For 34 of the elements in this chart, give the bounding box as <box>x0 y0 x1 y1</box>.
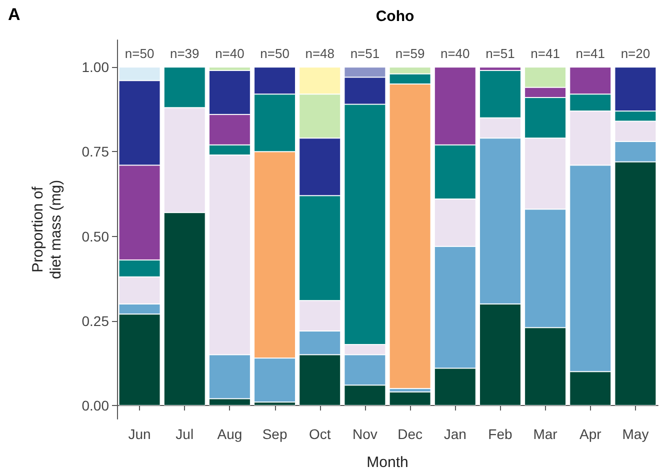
x-tick-label: Apr <box>579 426 602 442</box>
y-axis-title: Proportion of diet mass (mg) <box>30 180 64 280</box>
x-tick-label: May <box>622 426 649 442</box>
annotation: n=41 <box>530 46 560 62</box>
annotation: n=51 <box>350 46 380 62</box>
x-tick-label: Sep <box>262 426 288 442</box>
annotation: n=40 <box>440 46 470 62</box>
annotation: n=40 <box>215 46 244 62</box>
x-axis-title: Month <box>366 454 408 471</box>
y-tick-label: 1.00 <box>82 59 110 76</box>
bar <box>389 392 431 406</box>
x-tick-label: Feb <box>488 426 512 442</box>
annotation: n=59 <box>395 46 425 62</box>
annotation: n=50 <box>260 46 290 62</box>
x-tick-label: Aug <box>217 426 242 442</box>
y-tick-label: 0.00 <box>82 397 110 414</box>
x-tick-label: Mar <box>533 426 558 442</box>
x-tick-label: Dec <box>398 426 422 442</box>
x-tick-label: Jun <box>128 426 151 442</box>
y-tick-label: 0.25 <box>82 312 110 329</box>
x-tick-label: Jul <box>176 426 194 442</box>
x-tick-label: Nov <box>352 426 378 442</box>
annotation: n=48 <box>305 46 335 62</box>
x-tick-label: Jan <box>444 426 466 442</box>
annotation: n=41 <box>576 46 606 62</box>
annotation: n=39 <box>170 46 200 62</box>
text: A <box>8 5 20 24</box>
annotation: n=51 <box>486 46 515 62</box>
annotation: n=20 <box>620 46 650 62</box>
chart-title: Coho <box>376 8 414 25</box>
annotation: n=50 <box>124 46 154 62</box>
y-tick-label: 0.75 <box>82 144 110 160</box>
x-tick-label: Oct <box>308 426 331 442</box>
y-tick-label: 0.50 <box>82 228 110 244</box>
